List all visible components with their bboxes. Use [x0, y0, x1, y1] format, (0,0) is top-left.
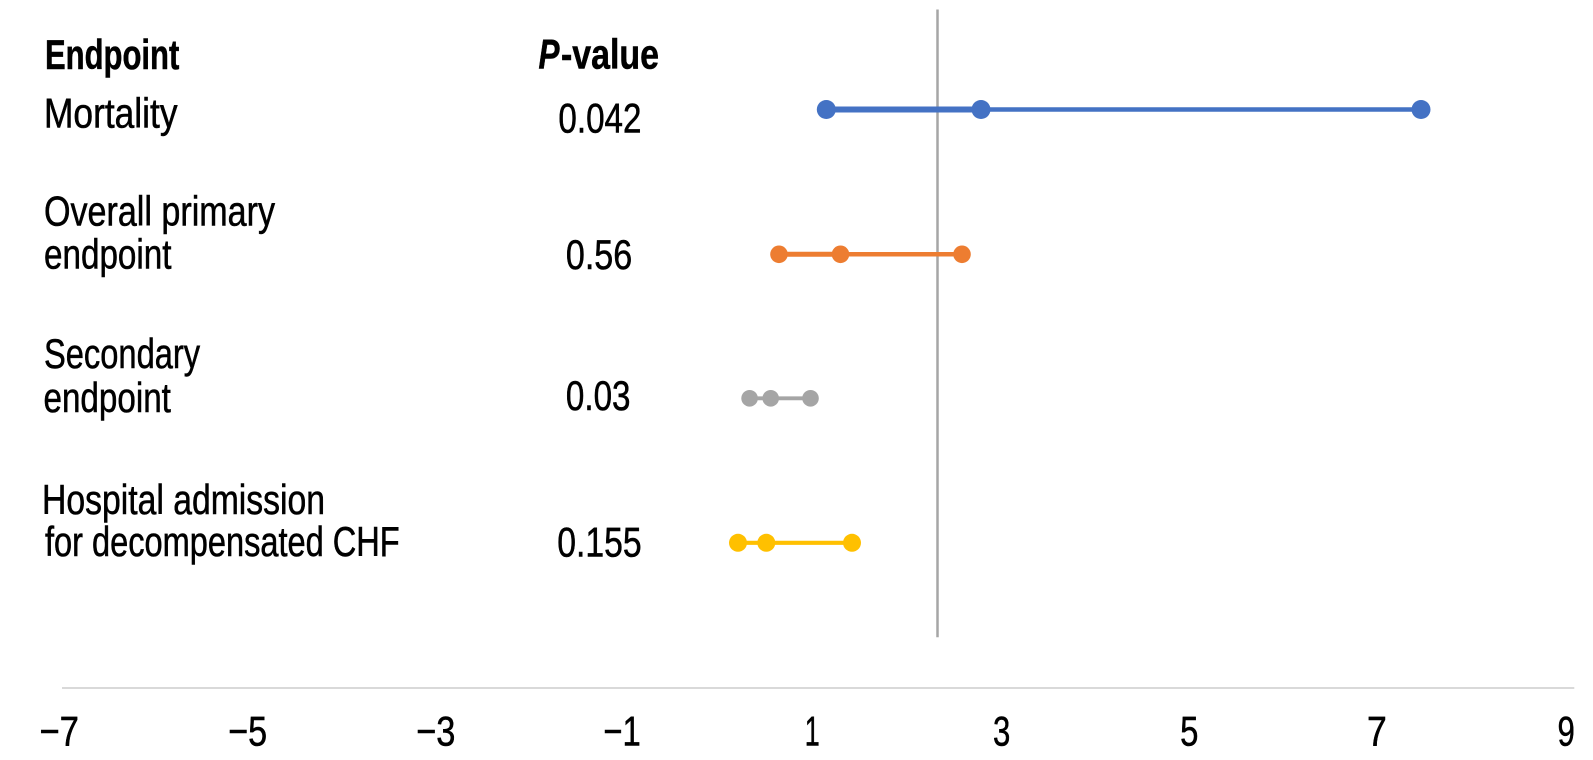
svg-text:−3: −3	[416, 708, 455, 755]
svg-text:3: 3	[993, 708, 1010, 755]
svg-text:Secondary: Secondary	[44, 330, 200, 377]
svg-text:for decompensated CHF: for decompensated CHF	[45, 518, 400, 565]
svg-text:endpoint: endpoint	[44, 230, 172, 277]
svg-text:1: 1	[805, 708, 820, 755]
svg-text:-value: -value	[561, 31, 659, 78]
svg-text:endpoint: endpoint	[44, 374, 172, 421]
svg-text:9: 9	[1557, 708, 1574, 755]
svg-text:Overall primary: Overall primary	[44, 188, 275, 235]
svg-text:Hospital admission: Hospital admission	[42, 476, 325, 523]
svg-text:−7: −7	[39, 708, 79, 755]
svg-text:−5: −5	[228, 708, 267, 755]
svg-text:P: P	[539, 31, 561, 78]
svg-text:−1: −1	[603, 708, 640, 755]
svg-text:7: 7	[1367, 708, 1387, 755]
svg-text:0.03: 0.03	[566, 372, 631, 419]
svg-text:Endpoint: Endpoint	[45, 31, 179, 78]
svg-text:0.155: 0.155	[557, 519, 641, 566]
svg-text:0.042: 0.042	[558, 94, 641, 141]
svg-text:5: 5	[1180, 708, 1198, 755]
svg-text:Mortality: Mortality	[44, 89, 178, 136]
svg-text:0.56: 0.56	[566, 231, 632, 278]
